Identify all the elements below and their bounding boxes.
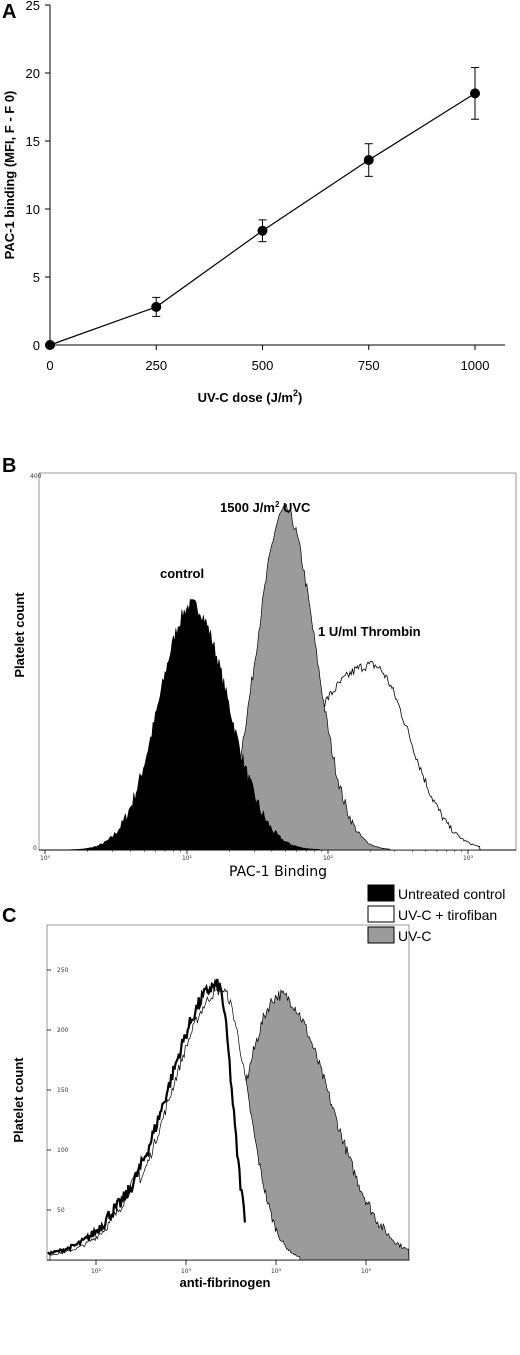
panel-b-xtick-label: 10³ <box>463 855 474 862</box>
panel-a-xtick-label: 1000 <box>461 358 490 373</box>
panel-c-xtick-label: 10⁵ <box>361 1268 372 1275</box>
legend-swatch-uvc <box>367 926 395 944</box>
panel-c-xtick-label: 10² <box>91 1268 102 1275</box>
panel-c-ytick-label: 250 <box>57 967 69 974</box>
panel-a-ylabel: PAC-1 binding (MFI, F - F 0) <box>2 91 17 260</box>
panel-a-point <box>257 225 268 236</box>
legend-label-uvc: UV-C <box>398 928 431 944</box>
panel-a: A 0 250 500 750 1000 0 5 10 15 20 25 UV-C dose (J… <box>2 0 505 405</box>
panel-c: C 10² 10³ 10⁴ 10⁵ 50 100 150 200 250 anti-fibri… <box>2 884 505 1290</box>
panel-b-control-histogram <box>45 599 321 851</box>
legend-label-control: Untreated control <box>398 886 505 902</box>
panel-a-xticks: 0 250 500 750 1000 <box>46 345 489 373</box>
panel-a-error-bars <box>152 67 479 317</box>
panel-b-annotation-thrombin: 1 U/ml Thrombin <box>318 624 421 639</box>
panel-b-ylabel: Platelet count <box>12 592 27 678</box>
panel-c-yticks: 50 100 150 200 250 <box>47 967 69 1214</box>
panel-a-xlabel: UV-C dose (J/m2) <box>198 388 303 405</box>
panel-a-ytick-label: 25 <box>26 0 40 13</box>
panel-a-xtick-label: 0 <box>46 358 53 373</box>
panel-b-xlabel: PAC-1 Binding <box>229 864 327 880</box>
panel-b-ytick-0: 0 <box>33 845 37 852</box>
panel-a-ytick-label: 0 <box>33 338 40 353</box>
panel-a-point <box>470 88 480 99</box>
panel-b-xticks: 10⁰ 10¹ 10² 10³ <box>40 850 474 862</box>
panel-c-ytick-label: 100 <box>57 1147 69 1154</box>
panel-b-ytick-400: 400 <box>30 473 42 480</box>
panel-a-xtick-label: 500 <box>252 358 274 373</box>
panel-b-xtick-label: 10¹ <box>182 855 193 862</box>
panel-a-ytick-label: 15 <box>26 134 40 149</box>
panel-a-yticks: 0 5 10 15 20 25 <box>26 0 50 353</box>
panel-a-letter: A <box>2 1 16 23</box>
panel-a-series-line <box>49 92 476 346</box>
panel-a-point <box>363 155 374 166</box>
legend-swatch-tirofiban <box>367 905 395 923</box>
panel-c-ylabel: Platelet count <box>11 1057 26 1143</box>
panel-c-xticks: 10² 10³ 10⁴ 10⁵ <box>91 1260 372 1275</box>
panel-a-ytick-label: 10 <box>26 202 40 217</box>
panel-c-tirofiban-histogram <box>49 985 301 1261</box>
panel-c-ytick-label: 200 <box>57 1027 69 1034</box>
panel-a-ytick-label: 20 <box>26 66 40 81</box>
panel-a-xtick-label: 750 <box>358 358 380 373</box>
panel-a-ytick-label: 5 <box>33 270 40 285</box>
panel-c-ytick-label: 50 <box>57 1207 65 1214</box>
legend-label-tirofiban: UV-C + tirofiban <box>398 907 497 923</box>
panel-a-points <box>45 88 480 350</box>
panel-b-xtick-label: 10⁰ <box>40 855 51 862</box>
panel-b-annotation-uvc: 1500 J/m2 UVC <box>220 500 311 515</box>
panel-c-control-histogram <box>47 978 246 1256</box>
legend-swatch-control <box>367 884 395 902</box>
panel-a-point <box>151 301 162 312</box>
panel-b: B 10⁰ 10¹ 10² 10³ 400 0 1500 J/m2 UVC contr… <box>2 455 517 880</box>
panel-a-xtick-label: 250 <box>145 358 167 373</box>
panel-b-annotation-control: control <box>160 566 204 581</box>
panel-a-point <box>45 340 55 350</box>
panel-b-letter: B <box>2 455 16 477</box>
panel-c-xtick-label: 10³ <box>181 1268 192 1275</box>
panel-c-ytick-label: 150 <box>57 1087 69 1094</box>
panel-a-axes <box>49 5 505 346</box>
panel-c-xtick-label: 10⁴ <box>271 1268 282 1275</box>
panel-c-letter: C <box>2 905 16 927</box>
panel-c-xlabel: anti-fibrinogen <box>180 1275 271 1290</box>
panel-b-xtick-label: 10² <box>323 855 334 862</box>
panel-c-legend: Untreated control UV-C + tirofiban UV-C <box>367 884 505 944</box>
